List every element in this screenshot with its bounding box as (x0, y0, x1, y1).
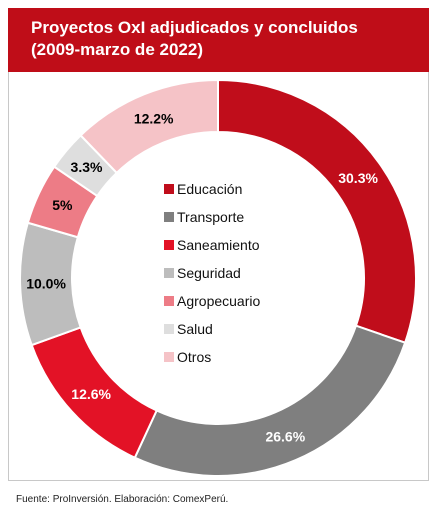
legend-swatch-transporte (164, 212, 174, 222)
donut-slice-transporte (133, 324, 407, 477)
legend-swatch-salud (164, 324, 174, 334)
legend-label-otros: Otros (177, 349, 211, 365)
chart-title-line2: (2009-marzo de 2022) (31, 40, 203, 59)
legend-label-salud: Salud (177, 321, 213, 337)
legend-label-transporte: Transporte (177, 209, 244, 225)
legend-swatch-educacion (164, 184, 174, 194)
donut-slice-otros (79, 78, 219, 175)
legend-swatch-seguridad (164, 268, 174, 278)
data-label-seguridad: 10.0% (26, 275, 66, 291)
data-label-educacion: 30.3% (338, 170, 378, 186)
legend-swatch-agropecuario (164, 296, 174, 306)
legend-swatch-otros (164, 352, 174, 362)
source-note: Fuente: ProInversión. Elaboración: Comex… (16, 494, 229, 505)
chart-header: Proyectos OxI adjudicados y concluidos (… (8, 8, 429, 72)
chart-title-line1: Proyectos OxI adjudicados y concluidos (31, 18, 358, 37)
donut-slice-educacion (217, 78, 417, 344)
legend-label-agropecuario: Agropecuario (177, 293, 260, 309)
data-label-saneamiento: 12.6% (71, 386, 111, 402)
data-label-salud: 3.3% (71, 159, 103, 175)
legend-label-seguridad: Seguridad (177, 265, 241, 281)
data-label-agropecuario: 5% (52, 197, 73, 213)
legend-label-educacion: Educación (177, 181, 242, 197)
data-label-otros: 12.2% (134, 110, 174, 126)
legend-label-saneamiento: Saneamiento (177, 237, 260, 253)
legend-swatch-saneamiento (164, 240, 174, 250)
data-label-transporte: 26.6% (265, 428, 305, 444)
